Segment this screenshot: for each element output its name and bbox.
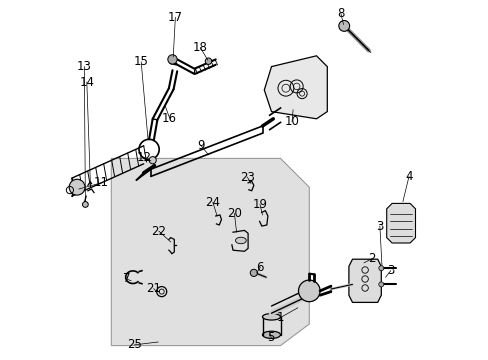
Text: 4: 4 [405, 170, 412, 183]
Text: 16: 16 [162, 112, 177, 125]
Ellipse shape [262, 331, 280, 338]
Text: 22: 22 [151, 225, 166, 238]
Circle shape [378, 266, 383, 271]
Text: 12: 12 [137, 151, 152, 164]
Circle shape [205, 58, 211, 64]
Text: 8: 8 [337, 7, 344, 20]
Polygon shape [386, 203, 415, 243]
Text: 5: 5 [267, 331, 274, 344]
Circle shape [378, 282, 383, 287]
Polygon shape [111, 158, 309, 346]
Text: 14: 14 [79, 76, 94, 89]
Polygon shape [348, 259, 381, 302]
Circle shape [167, 55, 177, 64]
Circle shape [149, 157, 156, 164]
Ellipse shape [235, 237, 246, 244]
Text: 24: 24 [205, 196, 220, 209]
Text: 3: 3 [375, 220, 383, 233]
Text: 10: 10 [284, 115, 299, 128]
Circle shape [82, 202, 88, 207]
Circle shape [250, 269, 257, 276]
Polygon shape [264, 56, 326, 119]
Text: 20: 20 [226, 207, 242, 220]
Text: 19: 19 [252, 198, 267, 211]
Text: 25: 25 [127, 338, 142, 351]
Text: 3: 3 [386, 264, 393, 277]
Text: 15: 15 [134, 55, 148, 68]
Circle shape [298, 280, 320, 302]
Text: 17: 17 [167, 11, 183, 24]
Circle shape [338, 21, 349, 31]
Text: 13: 13 [77, 60, 92, 73]
Text: 9: 9 [197, 139, 204, 152]
Text: 18: 18 [193, 41, 207, 54]
Text: 6: 6 [256, 261, 264, 274]
Text: 7: 7 [123, 273, 130, 285]
Circle shape [69, 179, 85, 195]
Ellipse shape [262, 314, 280, 320]
Text: 21: 21 [146, 282, 161, 295]
Text: 11: 11 [94, 176, 108, 189]
Text: 2: 2 [368, 252, 375, 265]
Text: 23: 23 [240, 171, 254, 184]
Text: 1: 1 [276, 311, 284, 324]
